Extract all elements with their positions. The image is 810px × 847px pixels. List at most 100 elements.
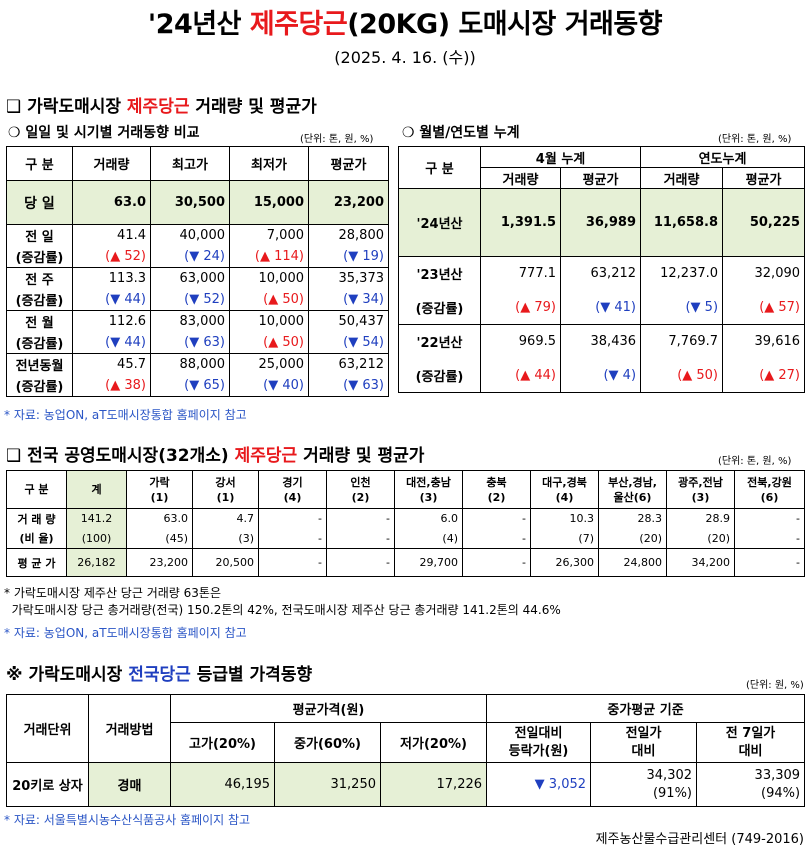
header-cell: 대전,충남 (3) (394, 470, 463, 509)
row-label: 거 래 량 (6, 508, 67, 529)
change-cell: (▼ 54) (308, 332, 389, 354)
value-cell: 112.6 (72, 310, 151, 333)
change-cell: (▼ 24) (150, 246, 230, 268)
header-cell: 충북 (2) (462, 470, 531, 509)
value-cell: 50,225 (722, 188, 806, 257)
header-cell: 4월 누계 (479, 146, 642, 168)
value-cell: 63,000 (150, 267, 230, 290)
change-row: (증감률) (▲ 79) (▼ 41) (▼ 5) (▲ 57) (398, 290, 806, 325)
value-cell: - (258, 548, 327, 577)
row-label: 당 일 (6, 180, 73, 225)
value-cell: 63.0 (72, 180, 151, 225)
value-cell: 4.7 (192, 508, 259, 529)
value-cell: 39,616 (722, 324, 806, 359)
change-row: (증감률) (▼ 44) (▼ 63) (▲ 50) (▼ 54) (6, 332, 389, 354)
header-cell: 최고가 (150, 146, 230, 181)
header-cell: 저가(20%) (379, 722, 488, 763)
daily-compare-unit: (단위: 톤, 원, %) (300, 134, 374, 145)
header-line: (6) (760, 490, 779, 504)
value-cell: 30,500 (150, 180, 230, 225)
value-cell: 6.0 (394, 508, 463, 529)
header-cell: 인천 (2) (326, 470, 395, 509)
source-note: * 자료: 농업ON, aT도매시장통합 홈페이지 참고 (4, 626, 247, 640)
header-cell: 경기 (4) (258, 470, 327, 509)
value-cell: 10,000 (229, 267, 309, 290)
header-line: 인천 (350, 475, 371, 489)
change-cell: (▲ 57) (722, 290, 806, 325)
source-note: * 자료: 농업ON, aT도매시장통합 홈페이지 참고 (4, 408, 247, 422)
value-cell: (20) (598, 528, 667, 549)
value-cell: - (462, 528, 531, 549)
low-price: 17,226 (379, 762, 488, 807)
daily-compare-table: 구 분 거래량 최고가 최저가 평균가 당 일 63.0 30,500 15,0… (6, 146, 389, 397)
header-cell: 거래단위 (6, 694, 89, 763)
section1-title: ❑ 가락도매시장 제주당근 거래량 및 평균가 (6, 97, 317, 117)
row-label: 전 일 (6, 224, 73, 247)
value-cell: 26,300 (530, 548, 599, 577)
header-line: 대구,경북 (542, 475, 587, 489)
value-cell: - (734, 528, 805, 549)
value-cell: 141.2 (66, 508, 127, 529)
change-cell: (▼ 34) (308, 289, 389, 311)
value-cell: 20,500 (192, 548, 259, 577)
change-cell: (▼ 41) (559, 290, 642, 325)
header-cell: 최저가 (229, 146, 309, 181)
value-cell: 41.4 (72, 224, 151, 247)
header-line: 경기 (282, 475, 303, 489)
value-cell: 15,000 (229, 180, 309, 225)
value-cell: 7,000 (229, 224, 309, 247)
change-cell: (▲ 27) (722, 358, 806, 393)
header-line: (2) (487, 490, 506, 504)
header-cell: 가락 (1) (126, 470, 193, 509)
change-cell: (▲ 44) (480, 358, 561, 393)
header-line: 대전,충남 (406, 475, 451, 489)
header-line: 울산(6) (613, 490, 652, 504)
value-cell: (3) (192, 528, 259, 549)
page-title: '24년산 제주당근(20KG) 도매시장 거래동향 (147, 9, 663, 40)
value-cell: 28,800 (308, 224, 389, 247)
market-row: (비 율) (100) (45) (3) - - (4) - (7) (20) (20) - (6, 528, 805, 549)
value-cell: 50,437 (308, 310, 389, 333)
header-cell: 평균가 (559, 167, 642, 189)
header-cell: 평균가 (308, 146, 389, 181)
header-cell: 연도누계 (640, 146, 806, 168)
value-cell: - (326, 528, 395, 549)
value-cell: - (326, 548, 395, 577)
change-cell: (▼ 63) (308, 375, 389, 397)
header-line: 전북,강원 (747, 475, 792, 489)
cumulative-title: ❍ 월별/연도별 누계 (402, 125, 520, 141)
header-cell: 고가(20%) (170, 722, 275, 763)
value-cell: - (258, 508, 327, 529)
value-cell: 12,237.0 (640, 256, 724, 291)
grade-row: 20키로 상자 경매 46,195 31,250 17,226 ▼ 3,052 … (6, 762, 806, 807)
change-cell: (▼ 4) (559, 358, 642, 393)
value-cell: 88,000 (150, 353, 230, 376)
market-row: 평 균 가 26,182 23,200 20,500- -29,700-26,300 24… (6, 548, 805, 577)
header-cell: 계 (66, 470, 127, 509)
row-label: 전 월 (6, 310, 73, 333)
value-cell: (100) (66, 528, 127, 549)
change-cell: (▲ 38) (72, 375, 151, 397)
change-cell: (▼ 44) (72, 289, 151, 311)
header-cell: 거래량 (72, 146, 151, 181)
cumulative-table: 구 분 4월 누계 연도누계 거래량 평균가 거래량 평균가 '24년산 1,3… (398, 146, 806, 393)
value-cell: 40,000 (150, 224, 230, 247)
change-cell: (▲ 79) (480, 290, 561, 325)
unit-cell: 20키로 상자 (6, 762, 89, 807)
method-cell: 경매 (88, 762, 171, 807)
header-cell: 전일가 대비 (590, 722, 698, 763)
header-cell: 강서 (1) (192, 470, 259, 509)
header-cell: 거래량 (640, 167, 724, 189)
value-cell: 11,658.8 (640, 188, 724, 257)
note-line2: 가락도매시장 당근 총거래량(전국) 150.2톤의 42%, 전국도매시장 제… (4, 603, 561, 617)
value-cell: 28.9 (666, 508, 735, 529)
mid-price: 31,250 (274, 762, 381, 807)
header-line: 충북 (486, 475, 507, 489)
value-cell: 1,391.5 (480, 188, 561, 257)
value-cell: 45.7 (72, 353, 151, 376)
value-cell: 63,212 (559, 256, 642, 291)
header-cell: 거래방법 (88, 694, 171, 763)
value-cell: 7,769.7 (640, 324, 724, 359)
header-line: 부산,경남, (608, 475, 657, 489)
change-cell: (▼ 40) (229, 375, 309, 397)
